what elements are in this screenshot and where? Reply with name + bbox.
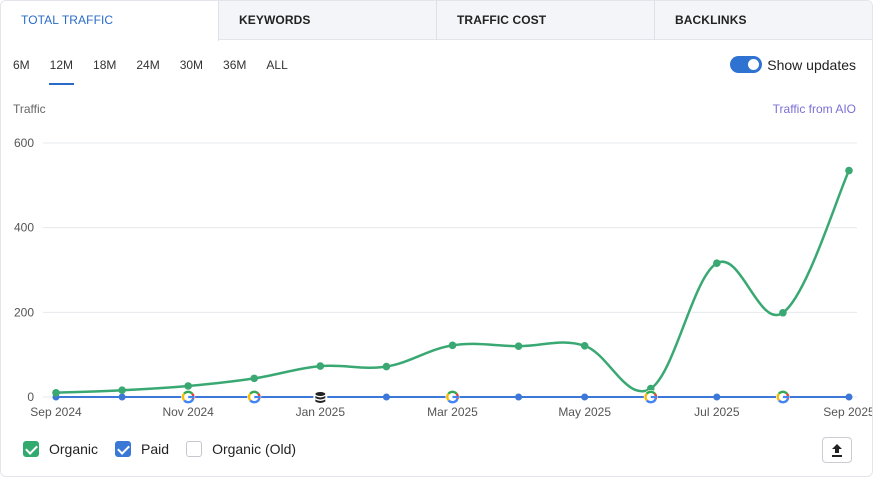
x-tick-label: Jan 2025 bbox=[296, 405, 346, 419]
range-12m[interactable]: 12M bbox=[48, 57, 75, 85]
organic-point bbox=[779, 308, 787, 317]
show-updates-toggle[interactable]: Show updates bbox=[730, 56, 856, 73]
legend-paid[interactable]: Paid bbox=[115, 441, 169, 457]
organic-point bbox=[448, 341, 457, 350]
google-icon bbox=[181, 392, 186, 402]
organic-line bbox=[55, 169, 851, 395]
paid-point bbox=[515, 393, 523, 401]
organic-point bbox=[52, 388, 60, 397]
organic-old-checkbox[interactable] bbox=[186, 441, 203, 457]
y-tick-label: 400 bbox=[14, 221, 34, 235]
traffic-chart: 0 200 400 600 Sep 2024 Nov 2024 Jan 2025 Mar 20… bbox=[14, 136, 873, 419]
legend-organic-label: Organic bbox=[49, 441, 99, 457]
organic-point bbox=[713, 259, 721, 268]
organic-point bbox=[382, 362, 391, 371]
google-icon bbox=[447, 390, 458, 395]
toggle-switch[interactable] bbox=[730, 56, 763, 73]
range-6m[interactable]: 6M bbox=[13, 58, 30, 72]
y-tick-label: 200 bbox=[14, 305, 34, 319]
google-icon bbox=[778, 398, 789, 404]
google-icon bbox=[183, 398, 195, 404]
range-all[interactable]: ALL bbox=[266, 58, 288, 72]
legend-organic-old-label: Organic (Old) bbox=[212, 441, 297, 457]
organic-point bbox=[250, 374, 259, 383]
google-icon bbox=[247, 392, 252, 402]
google-icon bbox=[776, 392, 780, 402]
x-tick-label: Sep 2024 bbox=[30, 405, 82, 419]
organic-point bbox=[580, 341, 589, 350]
google-icon bbox=[446, 392, 450, 402]
google-icon bbox=[778, 390, 788, 395]
tab-total-traffic[interactable]: TOTAL TRAFFIC bbox=[1, 1, 219, 41]
export-button[interactable] bbox=[822, 437, 852, 463]
paid-point bbox=[118, 393, 126, 401]
x-tick-label: May 2025 bbox=[558, 405, 611, 419]
paid-point bbox=[581, 393, 589, 401]
y-tick-label: 600 bbox=[14, 136, 34, 150]
legend: Organic Paid Organic (Old) bbox=[23, 441, 313, 457]
organic-point bbox=[845, 166, 853, 175]
range-30m[interactable]: 30M bbox=[179, 58, 204, 72]
google-icon bbox=[645, 398, 657, 404]
paid-point bbox=[713, 393, 721, 401]
tab-traffic-cost[interactable]: TRAFFIC COST bbox=[437, 1, 655, 40]
organic-point bbox=[316, 362, 325, 370]
database-icon bbox=[315, 396, 326, 400]
paid-checkbox[interactable] bbox=[115, 441, 132, 457]
y-tick-label: 0 bbox=[27, 390, 34, 404]
tab-bar: TOTAL TRAFFIC KEYWORDS TRAFFIC COST BACK… bbox=[1, 1, 872, 41]
paid-point bbox=[845, 393, 853, 401]
google-icon bbox=[249, 398, 261, 404]
google-icon bbox=[249, 390, 260, 395]
google-icon bbox=[645, 390, 656, 395]
show-updates-label: Show updates bbox=[767, 56, 856, 73]
organic-point bbox=[184, 382, 192, 390]
x-tick-label: Jul 2025 bbox=[694, 405, 740, 419]
tab-backlinks[interactable]: BACKLINKS bbox=[675, 13, 747, 27]
upload-icon bbox=[832, 444, 842, 457]
legend-organic-old[interactable]: Organic (Old) bbox=[186, 441, 296, 457]
legend-paid-label: Paid bbox=[141, 441, 170, 457]
tab-keywords[interactable]: KEYWORDS bbox=[219, 1, 437, 40]
organic-checkbox[interactable] bbox=[23, 441, 39, 457]
organic-point bbox=[514, 342, 523, 350]
traffic-from-aio-link[interactable]: Traffic from AIO bbox=[772, 102, 856, 116]
google-icon bbox=[183, 390, 194, 395]
x-tick-label: Sep 2025 bbox=[823, 405, 873, 419]
range-selector: 6M 12M 18M 24M 30M 36M ALL bbox=[13, 57, 308, 85]
database-icon bbox=[315, 392, 326, 396]
x-tick-label: Nov 2024 bbox=[162, 405, 214, 419]
legend-organic[interactable]: Organic bbox=[23, 441, 98, 457]
range-36m[interactable]: 36M bbox=[223, 58, 247, 72]
y-axis-title: Traffic bbox=[13, 102, 46, 116]
organic-point bbox=[118, 386, 126, 395]
organic-line-halo bbox=[55, 169, 852, 396]
paid-point bbox=[382, 393, 390, 401]
google-icon bbox=[447, 398, 459, 404]
google-icon bbox=[644, 392, 648, 402]
range-24m[interactable]: 24M bbox=[136, 58, 160, 72]
range-18m[interactable]: 18M bbox=[93, 58, 117, 72]
toggle-knob bbox=[748, 59, 760, 70]
x-tick-label: Mar 2025 bbox=[427, 405, 478, 419]
database-icon bbox=[315, 399, 326, 403]
